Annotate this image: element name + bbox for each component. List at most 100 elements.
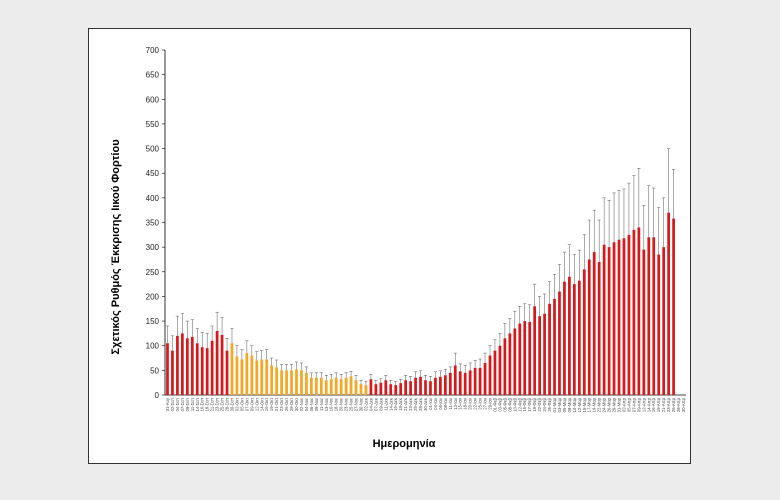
x-tick-label: 05-Οκτ bbox=[239, 398, 244, 411]
bar bbox=[572, 284, 576, 395]
x-tick-label: 09-Νοε bbox=[314, 398, 319, 411]
x-tick-label: 13-Νοε bbox=[324, 398, 329, 411]
x-tick-label: 07-Οκτ bbox=[244, 398, 249, 411]
y-tick-label: 450 bbox=[146, 169, 160, 178]
bar bbox=[424, 380, 427, 395]
bar bbox=[533, 306, 537, 395]
x-tick-label: 24-Φεβ bbox=[542, 397, 547, 411]
x-tick-label: 15-Φεβ bbox=[522, 397, 527, 411]
x-tick-label: 23-Νοε bbox=[344, 398, 349, 411]
bar bbox=[568, 276, 571, 395]
x-tick-label: 25-Νοε bbox=[349, 398, 354, 411]
x-tick-label: 28-Δεκ bbox=[418, 397, 423, 411]
bar bbox=[443, 375, 447, 395]
y-tick-label: 550 bbox=[146, 120, 160, 129]
x-tick-label: 14-Σεπ bbox=[195, 398, 200, 412]
x-tick-label: 27-Ιαν bbox=[483, 398, 488, 410]
x-tick-label: 11-Δεκ bbox=[383, 397, 388, 410]
x-tick-label: 18-Ιαν bbox=[463, 398, 468, 410]
x-tick-label: 31-Αυγ bbox=[165, 397, 170, 411]
x-tick-label: 03-Φεβ bbox=[497, 397, 502, 411]
bar bbox=[171, 350, 174, 395]
x-tick-label: 04-Δεκ bbox=[368, 397, 373, 411]
x-tick-label: 12-Οκτ bbox=[254, 398, 259, 411]
y-tick-label: 400 bbox=[146, 194, 160, 203]
bar bbox=[607, 247, 611, 395]
bar bbox=[528, 322, 532, 395]
bar bbox=[478, 367, 482, 395]
x-tick-label: 09-Απρ bbox=[636, 397, 641, 412]
x-tick-label: 30-Δεκ bbox=[423, 397, 428, 411]
y-tick-label: 0 bbox=[155, 391, 160, 400]
x-tick-label: 14-Απρ bbox=[646, 397, 651, 412]
bar bbox=[200, 347, 204, 395]
bar bbox=[374, 384, 378, 395]
bar bbox=[290, 370, 293, 395]
x-tick-label: 04-Σεπ bbox=[175, 398, 180, 412]
x-tick-label: 19-Απρ bbox=[656, 397, 661, 412]
bar bbox=[434, 377, 437, 395]
y-tick-label: 250 bbox=[146, 268, 160, 277]
x-tick-label: 16-Απρ bbox=[651, 397, 656, 412]
x-tick-label: 09-Οκτ bbox=[249, 398, 254, 411]
x-tick-label: 02-Οκτ bbox=[234, 398, 239, 411]
x-tick-label: 10-Μαρ bbox=[572, 397, 577, 412]
x-tick-label: 16-Νοε bbox=[329, 398, 334, 411]
bar bbox=[245, 353, 249, 395]
bar bbox=[354, 380, 358, 395]
x-tick-label: 11-Σεπ bbox=[190, 398, 195, 411]
x-tick-label: 19-Φεβ bbox=[532, 397, 537, 411]
bar bbox=[602, 244, 606, 395]
y-tick-label: 150 bbox=[146, 317, 160, 326]
bar bbox=[563, 281, 566, 395]
x-tick-label: 23-Δεκ bbox=[408, 397, 413, 411]
x-tick-label: 06-Ιαν bbox=[438, 398, 443, 410]
x-tick-label: 10-Φεβ bbox=[512, 397, 517, 411]
bar bbox=[439, 376, 442, 395]
x-tick-label: 14-Οκτ bbox=[259, 398, 264, 411]
x-tick-label: 18-Δεκ bbox=[398, 397, 403, 411]
bar bbox=[166, 343, 169, 395]
x-tick-label: 01-Ιαν bbox=[428, 398, 433, 410]
bar bbox=[230, 343, 234, 395]
bar bbox=[225, 350, 229, 395]
x-tick-label: 13-Ιαν bbox=[453, 398, 458, 410]
bar bbox=[592, 252, 596, 395]
bar bbox=[642, 249, 646, 395]
x-tick-label: 19-Μαρ bbox=[592, 397, 597, 412]
x-tick-label: 06-Νοε bbox=[309, 398, 314, 411]
x-tick-label: 04-Ιαν bbox=[433, 398, 438, 410]
x-tick-label: 20-Νοε bbox=[339, 398, 344, 411]
x-tick-label: 16-Δεκ bbox=[393, 397, 398, 411]
bar bbox=[314, 377, 318, 395]
x-tick-label: 09-Δεκ bbox=[378, 397, 383, 411]
bar bbox=[181, 333, 184, 395]
bar bbox=[339, 379, 343, 395]
bar bbox=[329, 379, 333, 395]
x-tick-label: 09-Σεπ bbox=[185, 398, 190, 412]
bar bbox=[622, 238, 626, 395]
x-tick-label: 28-Σεπ bbox=[225, 398, 230, 412]
bar bbox=[513, 328, 517, 395]
bar bbox=[220, 334, 224, 395]
bar bbox=[250, 355, 254, 395]
x-tick-label: 01-Φεβ bbox=[492, 397, 497, 411]
bar bbox=[414, 377, 417, 395]
x-tick-label: 02-Δεκ bbox=[363, 397, 368, 411]
bar bbox=[543, 313, 546, 395]
bar bbox=[285, 370, 288, 395]
bar bbox=[255, 360, 259, 395]
x-tick-label: 03-Μαρ bbox=[557, 397, 562, 412]
bar bbox=[587, 259, 591, 395]
x-tick-label: 26-Απρ bbox=[671, 397, 676, 412]
bar bbox=[295, 369, 298, 395]
x-tick-label: 05-Φεβ bbox=[502, 397, 507, 411]
bar bbox=[349, 376, 353, 395]
x-tick-label: 11-Νοε bbox=[319, 398, 324, 411]
bar bbox=[498, 345, 502, 395]
x-tick-label: 16-Σεπ bbox=[200, 398, 205, 412]
x-tick-label: 15-Ιαν bbox=[458, 398, 463, 410]
x-tick-label: 23-Σεπ bbox=[215, 398, 220, 412]
bar-chart: Σχετικός Ρυθμός Έκκρισης Ιικού Φορτίου Η… bbox=[110, 46, 686, 450]
x-tick-label: 25-Ιαν bbox=[478, 398, 483, 410]
